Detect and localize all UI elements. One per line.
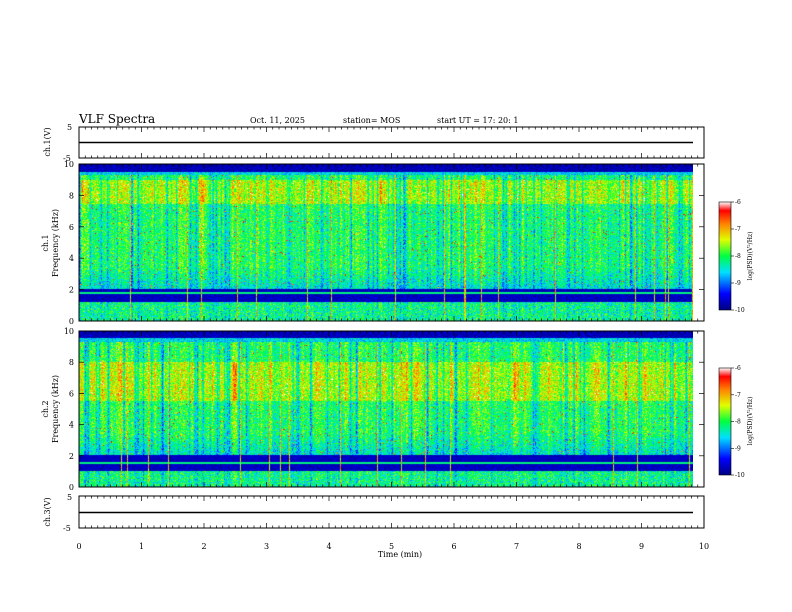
colorbar-tick-label: -6 (735, 199, 741, 206)
time-tick-label: 2 (201, 542, 206, 551)
colorbar-tick-label: -10 (735, 307, 745, 314)
time-tick-label: 6 (451, 542, 456, 551)
frequency-tick-label: 6 (69, 389, 74, 398)
station-label: station= MOS (343, 116, 400, 125)
frequency-tick-label: 0 (69, 317, 74, 326)
ch2-colorbar-scale (718, 367, 732, 476)
ch1-colorbar-scale (718, 201, 732, 311)
start-time-label: start UT = 17: 20: 1 (437, 116, 518, 125)
ch1-ytick-top: 5 (67, 123, 72, 132)
time-tick-label: 10 (699, 542, 709, 551)
ch1-spectrogram-ylabel-frequency: Frequency (kHz) (51, 209, 60, 277)
frequency-tick-label: 4 (69, 421, 74, 430)
time-tick-label: 0 (76, 542, 81, 551)
colorbar-tick-label: -8 (735, 253, 741, 260)
ch2-freq-tick-labels: 0 2 4 6 8 10 (64, 327, 704, 492)
ch1-waveform-ticks (78, 127, 705, 158)
colorbar-tick-label: -7 (735, 392, 741, 399)
time-tick-label: 5 (389, 542, 394, 551)
time-tick-label: 1 (139, 542, 144, 551)
ch1-spectrogram-panel: 0 2 4 6 8 10 ch.1 Frequency (kHz) (41, 160, 705, 326)
frequency-tick-label: 10 (64, 327, 74, 336)
frequency-tick-label: 6 (69, 223, 74, 232)
ch1-ytick-bottom: -5 (63, 154, 71, 163)
time-tick-label: 7 (514, 542, 519, 551)
time-axis-label: Time (min) (378, 550, 422, 559)
ch3-waveform-ylabel: ch.3(V) (43, 497, 52, 526)
ch2-spectrogram-ylabel-frequency: Frequency (kHz) (51, 375, 60, 443)
ch2-colorbar: -6 -7 -8 -9 -10 log(PSD)(V²/Hz) (718, 365, 754, 479)
time-tick-label: 3 (264, 542, 269, 551)
ch1-waveform-ylabel: ch.1(V) (43, 127, 52, 156)
ch3-waveform-panel: 5 -5 ch.3(V) (43, 493, 705, 533)
colorbar-tick-label: -9 (735, 280, 741, 287)
ch1-spectrogram-image (79, 164, 693, 321)
colorbar-tick-label: -6 (735, 365, 741, 372)
ch1-colorbar-label: log(PSD)(V²/Hz) (747, 232, 754, 281)
colorbar-tick-label: -9 (735, 445, 741, 452)
colorbar-tick-label: -10 (735, 472, 745, 479)
colorbar-tick-label: -8 (735, 419, 741, 426)
ch1-colorbar: -6 -7 -8 -9 -10 log(PSD)(V²/Hz) (718, 199, 754, 314)
ch2-colorbar-label: log(PSD)(V²/Hz) (747, 397, 754, 446)
date-label: Oct. 11, 2025 (250, 116, 305, 125)
ch3-ytick-top: 5 (67, 493, 72, 502)
ch2-spectrogram-ticks (78, 331, 705, 487)
frequency-tick-label: 8 (69, 191, 74, 200)
frequency-tick-label: 2 (69, 286, 74, 295)
ch3-ytick-bottom: -5 (63, 524, 71, 533)
ch1-spectrogram-ylabel-channel: ch.1 (41, 234, 50, 251)
frequency-tick-label: 8 (69, 358, 74, 367)
ch1-waveform-panel: 5 -5 ch.1(V) (43, 123, 705, 163)
ch1-spectrogram-ticks (78, 164, 705, 321)
frequency-tick-label: 4 (69, 254, 74, 263)
ch2-spectrogram-image (79, 331, 693, 487)
frequency-tick-label: 2 (69, 452, 74, 461)
ch2-spectrogram-panel: 0 2 4 6 8 10 ch.2 Frequency (kHz) (41, 327, 705, 492)
time-tick-label: 4 (326, 542, 331, 551)
frequency-tick-label: 10 (64, 160, 74, 169)
frequency-tick-label: 0 (69, 483, 74, 492)
colorbar-tick-label: -7 (735, 226, 741, 233)
time-tick-label: 8 (576, 542, 581, 551)
ch2-spectrogram-ylabel-channel: ch.2 (41, 400, 50, 417)
ch3-waveform-ticks (78, 496, 705, 528)
time-tick-label: 9 (639, 542, 644, 551)
ch2-colorbar-ticks: -6 -7 -8 -9 -10 (731, 365, 745, 479)
ch1-colorbar-ticks: -6 -7 -8 -9 -10 (731, 199, 745, 314)
ch1-freq-tick-labels: 0 2 4 6 8 10 (64, 160, 704, 326)
figure-title: VLF Spectra (78, 112, 155, 126)
time-axis-tick-labels: 0 1 2 3 4 5 6 7 8 9 10 (76, 542, 709, 551)
